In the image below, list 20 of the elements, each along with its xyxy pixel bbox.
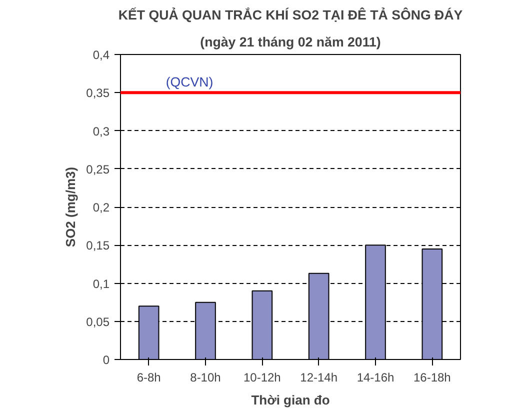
chart-title: KẾT QUẢ QUAN TRẮC KHÍ SO2 TẠI ĐÊ TẢ SÔNG ĐÁY [118,8,463,22]
y-axis-title: SO2 (mg/m3) [63,166,78,248]
y-tick-label: 0,35 [86,86,110,100]
y-tick-label: 0,4 [92,48,110,62]
ref-line-label: (QCVN) [166,74,214,90]
x-tick-label: 10-12h [243,370,281,384]
x-axis-title: Thời gian đo [251,392,330,408]
y-tick-label: 0,25 [86,162,110,176]
x-tick-label: 16-18h [413,370,451,384]
x-tick-label: 14-16h [356,370,394,384]
y-tick-label: 0,05 [86,314,110,329]
y-tick-label: 0,2 [92,200,110,214]
y-tick-label: 0,3 [92,124,110,138]
chart-subtitle: (ngày 21 tháng 02 năm 2011) [200,34,381,50]
x-tick-label: 6-8h [136,370,161,384]
x-tick-label: 12-14h [300,370,338,384]
y-tick-label: 0,1 [92,276,110,291]
y-tick-label: 0 [102,353,110,367]
x-tick-label: 8-10h [190,370,221,384]
y-tick-label: 0,15 [86,238,110,253]
